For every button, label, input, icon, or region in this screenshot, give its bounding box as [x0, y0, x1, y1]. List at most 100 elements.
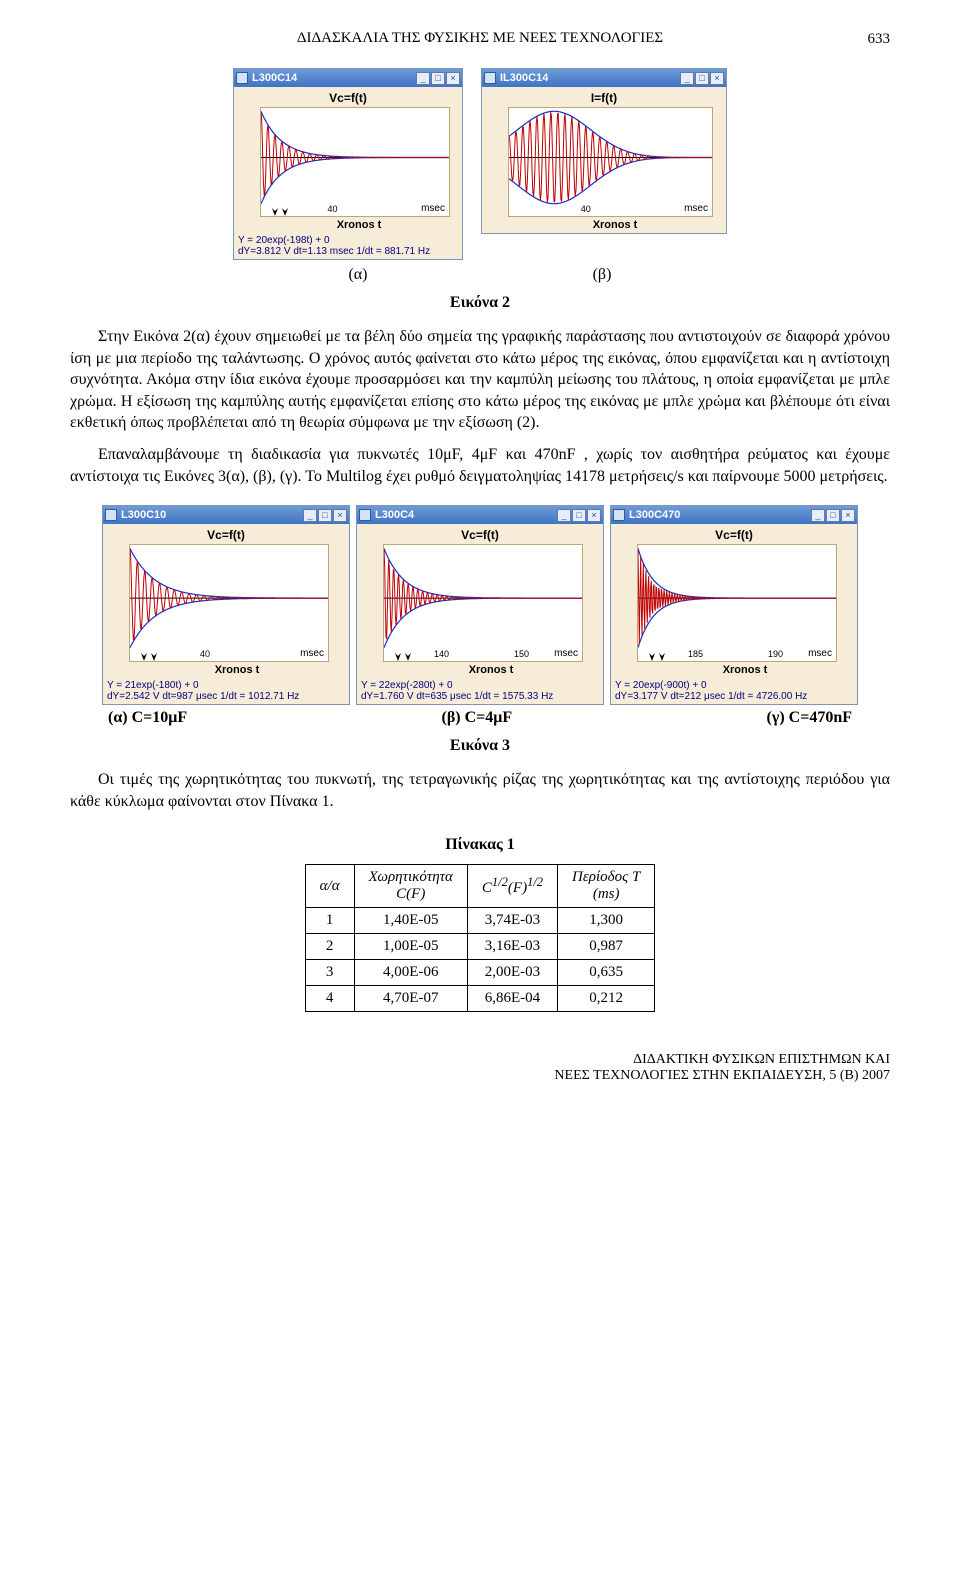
x-tick: 185: [688, 649, 703, 659]
x-unit: msec: [300, 648, 324, 659]
plot-area: V151050-5-10-15-20140150msec: [383, 544, 583, 662]
plot-area: V151050-5-10-15-2040msec: [129, 544, 329, 662]
x-tick: 190: [768, 649, 783, 659]
close-button[interactable]: ×: [710, 72, 724, 85]
table-cell: 0,635: [558, 960, 655, 986]
table-cell: 2,00E-03: [467, 960, 557, 986]
x-axis-label: Xronos t: [383, 664, 599, 676]
close-button[interactable]: ×: [841, 509, 855, 522]
x-tick: 150: [514, 649, 529, 659]
table-cell: 4: [305, 986, 354, 1012]
plot-area: V1050-5-10-1540msec: [260, 107, 450, 217]
x-unit: msec: [554, 648, 578, 659]
minimize-button[interactable]: _: [416, 72, 430, 85]
table-cell: 1,00E-05: [354, 934, 467, 960]
fig3-label-b: (β) C=4μF: [442, 709, 513, 727]
window-icon: [105, 509, 117, 521]
table-header: α/α: [305, 865, 354, 908]
chart-footer: Y = 20exp(-198t) + 0dY=3.812 V dt=1.13 m…: [234, 233, 462, 259]
window-title: L300C14: [252, 72, 415, 84]
plot-title: Vc=f(t): [238, 91, 458, 105]
window-title: IL300C14: [500, 72, 679, 84]
chart-footer: Y = 20exp(-900t) + 0dY=3.177 V dt=212 μs…: [611, 678, 857, 704]
window-title: L300C10: [121, 509, 302, 521]
window-title: L300C470: [629, 509, 810, 521]
chart-window: L300C10_□×Vc=f(t)Tasi ston piknoti VcV15…: [102, 505, 350, 705]
window-titlebar: L300C14_□×: [234, 69, 462, 87]
table-cell: 6,86E-04: [467, 986, 557, 1012]
table-cell: 3,16E-03: [467, 934, 557, 960]
table-cell: 4,70E-07: [354, 986, 467, 1012]
minimize-button[interactable]: _: [303, 509, 317, 522]
x-axis-label: Xronos t: [260, 219, 458, 231]
x-unit: msec: [808, 648, 832, 659]
table-header: ΧωρητικότηταC(F): [354, 865, 467, 908]
maximize-button[interactable]: □: [431, 72, 445, 85]
x-axis-label: Xronos t: [637, 664, 853, 676]
table-cell: 4,00E-06: [354, 960, 467, 986]
maximize-button[interactable]: □: [826, 509, 840, 522]
fig3-label-a: (α) C=10μF: [108, 709, 187, 727]
window-titlebar: L300C470_□×: [611, 506, 857, 524]
minimize-button[interactable]: _: [557, 509, 571, 522]
close-button[interactable]: ×: [446, 72, 460, 85]
figure-2-caption: Εικόνα 2: [70, 294, 890, 312]
figure-3-caption: Εικόνα 3: [70, 737, 890, 755]
minimize-button[interactable]: _: [680, 72, 694, 85]
window-icon: [359, 509, 371, 521]
window-titlebar: L300C10_□×: [103, 506, 349, 524]
window-titlebar: IL300C14_□×: [482, 69, 726, 87]
table-cell: 0,987: [558, 934, 655, 960]
close-button[interactable]: ×: [333, 509, 347, 522]
plot-title: Vc=f(t): [107, 528, 345, 542]
chart-window: L300C470_□×Vc=f(t)Tasi ston piknoti VcV1…: [610, 505, 858, 705]
x-unit: msec: [684, 203, 708, 214]
chart-window: IL300C14_□×I=f(t)Entasi reumatos IA0.50-…: [481, 68, 727, 234]
plot-area: A0.50-0.5-140msec: [508, 107, 713, 217]
maximize-button[interactable]: □: [695, 72, 709, 85]
table-row: 34,00E-062,00E-030,635: [305, 960, 655, 986]
x-axis-label: Xronos t: [508, 219, 722, 231]
table-row: 11,40E-053,74E-031,300: [305, 908, 655, 934]
table-row: 44,70E-076,86E-040,212: [305, 986, 655, 1012]
table-1-caption: Πίνακας 1: [70, 836, 890, 854]
x-tick: 40: [200, 649, 210, 659]
table-cell: 3,74E-03: [467, 908, 557, 934]
table-cell: 2: [305, 934, 354, 960]
figure-3-row: L300C10_□×Vc=f(t)Tasi ston piknoti VcV15…: [70, 505, 890, 705]
table-header: Περίοδος T(ms): [558, 865, 655, 908]
paragraph-3: Οι τιμές της χωρητικότητας του πυκνωτή, …: [70, 769, 890, 812]
fig2-label-b: (β): [482, 266, 722, 284]
close-button[interactable]: ×: [587, 509, 601, 522]
plot-area: V1050-5-10-15185190msec: [637, 544, 837, 662]
figure-2-row: L300C14_□×Vc=f(t)Tasi ston piknoti VcV10…: [70, 68, 890, 260]
x-unit: msec: [421, 203, 445, 214]
window-icon: [236, 72, 248, 84]
plot-title: Vc=f(t): [361, 528, 599, 542]
paragraph-2: Επαναλαμβάνουμε τη διαδικασία για πυκνωτ…: [70, 444, 890, 487]
table-cell: 1,40E-05: [354, 908, 467, 934]
x-tick: 140: [434, 649, 449, 659]
maximize-button[interactable]: □: [572, 509, 586, 522]
chart-window: L300C14_□×Vc=f(t)Tasi ston piknoti VcV10…: [233, 68, 463, 260]
footer-line-2: ΝΕΕΣ ΤΕΧΝΟΛΟΓΙΕΣ ΣΤΗΝ ΕΚΠΑΙΔΕΥΣΗ, 5 (B) …: [70, 1068, 890, 1084]
window-icon: [613, 509, 625, 521]
minimize-button[interactable]: _: [811, 509, 825, 522]
fig3-label-c: (γ) C=470nF: [767, 709, 852, 727]
figure-3-labels: (α) C=10μF (β) C=4μF (γ) C=470nF: [108, 709, 852, 727]
maximize-button[interactable]: □: [318, 509, 332, 522]
page-footer: ΔΙΔΑΚΤΙΚΗ ΦΥΣΙΚΩΝ ΕΠΙΣΤΗΜΩΝ ΚΑΙ ΝΕΕΣ ΤΕΧ…: [70, 1052, 890, 1084]
table-cell: 1,300: [558, 908, 655, 934]
fig2-label-a: (α): [238, 266, 478, 284]
chart-footer: Y = 21exp(-180t) + 0dY=2.542 V dt=987 μs…: [103, 678, 349, 704]
window-title: L300C4: [375, 509, 556, 521]
x-tick: 40: [328, 204, 338, 214]
table-cell: 0,212: [558, 986, 655, 1012]
table-1: α/αΧωρητικότηταC(F)C1/2(F)1/2Περίοδος T(…: [305, 864, 656, 1012]
window-titlebar: L300C4_□×: [357, 506, 603, 524]
table-cell: 3: [305, 960, 354, 986]
window-icon: [484, 72, 496, 84]
plot-title: Vc=f(t): [615, 528, 853, 542]
paragraph-1: Στην Εικόνα 2(α) έχουν σημειωθεί με τα β…: [70, 326, 890, 434]
table-row: 21,00E-053,16E-030,987: [305, 934, 655, 960]
